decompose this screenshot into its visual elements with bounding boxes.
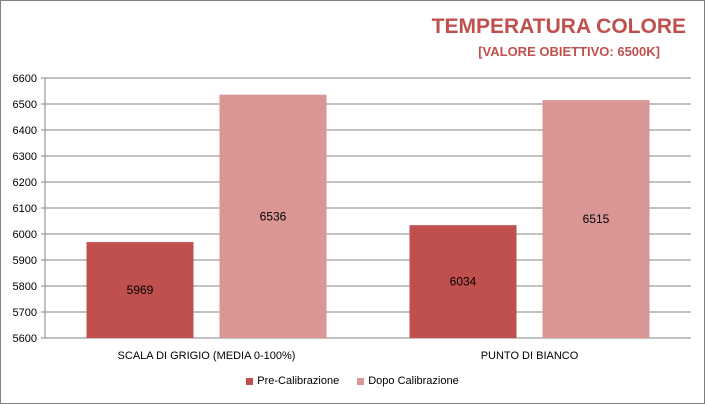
bars	[86, 94, 650, 338]
y-tick-label: 6200	[13, 177, 37, 189]
y-tick-label: 6400	[13, 125, 37, 137]
bar-dopo-0	[219, 94, 327, 338]
y-tick-label: 6500	[13, 99, 37, 111]
x-category-label: SCALA DI GRIGIO (MEDIA 0-100%)	[118, 350, 296, 362]
x-axis-categories: SCALA DI GRIGIO (MEDIA 0-100%) PUNTO DI B…	[118, 350, 579, 362]
y-tick-label: 6000	[13, 229, 37, 241]
data-labels: 5969 6536 6034 6515	[127, 209, 610, 297]
data-label: 5969	[127, 283, 154, 297]
chart-title: TEMPERATURA COLORE	[431, 15, 686, 38]
bar-pre-0	[86, 242, 194, 338]
bar-pre-1	[409, 225, 517, 338]
y-tick-label: 6100	[13, 203, 37, 215]
x-category-label: PUNTO DI BIANCO	[481, 350, 579, 362]
data-label: 6515	[583, 212, 610, 226]
legend-swatch	[246, 377, 254, 385]
y-tick-label: 5700	[13, 307, 37, 319]
legend-label: Dopo Calibrazione	[368, 375, 459, 387]
legend-item: Dopo Calibrazione	[357, 375, 459, 387]
y-tick-label: 5600	[13, 333, 37, 345]
y-tick-label: 5800	[13, 281, 37, 293]
data-label: 6536	[260, 209, 287, 223]
y-tick-label: 6300	[13, 151, 37, 163]
y-tick-label: 5900	[13, 255, 37, 267]
legend-swatch	[357, 377, 365, 385]
y-tick-label: 6600	[13, 73, 37, 85]
legend: Pre-Calibrazione Dopo Calibrazione	[1, 375, 704, 387]
legend-label: Pre-Calibrazione	[257, 375, 340, 387]
bar-dopo-1	[542, 100, 650, 338]
chart-subtitle: [VALORE OBIETTIVO: 6500K]	[478, 44, 660, 59]
data-label: 6034	[450, 275, 477, 289]
y-axis: 5600 5700 5800 5900 6000 6100 6200 6300 6400 6500…	[13, 73, 46, 345]
legend-item: Pre-Calibrazione	[246, 375, 339, 387]
